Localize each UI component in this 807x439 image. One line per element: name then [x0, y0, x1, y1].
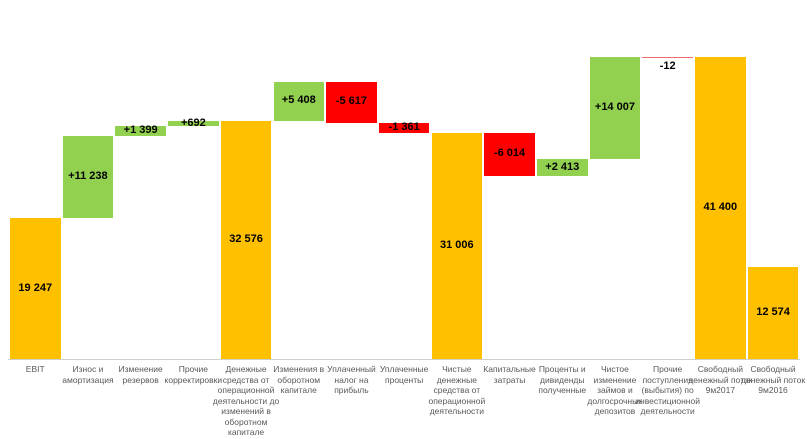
waterfall-bar-decrease — [326, 81, 377, 123]
waterfall-bar-total — [220, 121, 272, 359]
x-axis-category-label: Уплаченные проценты — [379, 364, 429, 385]
waterfall-bar-total — [747, 267, 799, 359]
waterfall-bar-decrease — [484, 132, 535, 177]
x-axis-category-label: Изменение резервов — [118, 364, 163, 385]
x-axis-line — [8, 359, 800, 360]
x-axis-category-label: Прочие поступления (выбытия) по инвестиц… — [635, 364, 700, 416]
waterfall-bar-increase — [589, 56, 641, 159]
bar-value-label: 19 247 — [18, 281, 53, 294]
x-axis-category-label: Проценты и дивиденды полученные — [538, 364, 587, 395]
bar-value-label: +2 413 — [545, 160, 580, 173]
bar-value-label: 32 576 — [229, 233, 263, 246]
bar-value-label: -12 — [659, 60, 676, 73]
x-axis-category-label: Свободный денежный поток 9м2017 — [688, 364, 753, 395]
waterfall-bar-total — [431, 132, 483, 359]
waterfall-bar-increase — [62, 136, 114, 219]
bar-value-label: 41 400 — [703, 200, 738, 213]
waterfall-bar-increase — [537, 158, 588, 177]
bar-value-label: +1 399 — [123, 124, 158, 137]
bar-value-label: +5 408 — [281, 94, 316, 107]
waterfall-bar-total — [695, 56, 746, 359]
x-axis-category-label: Денежные средства от операционной деятел… — [212, 364, 280, 437]
x-axis-category-label: Износ и амортизация — [62, 364, 114, 385]
x-axis-category-label: Уплаченный налог на прибыль — [327, 364, 376, 395]
waterfall-bar-total — [10, 218, 61, 359]
bar-value-label: -5 617 — [335, 95, 368, 108]
x-axis-category-label: Изменения в оборотном капитале — [273, 364, 325, 395]
x-axis-category-label: Прочие корректировки — [164, 364, 223, 385]
x-axis-category-label: Чистое изменение займов и долгосрочных д… — [587, 364, 643, 416]
waterfall-bar-increase — [168, 121, 219, 127]
x-axis-category-label: Свободный денежный поток 9м2016 — [741, 364, 806, 395]
waterfall-bar-increase — [273, 81, 324, 122]
bar-value-label: +14 007 — [594, 100, 635, 113]
bar-value-label: 12 574 — [756, 306, 790, 319]
bar-value-label: 31 006 — [440, 238, 474, 251]
waterfall-bar-decrease — [378, 122, 430, 133]
waterfall-bar-decrease — [642, 56, 693, 59]
bar-value-label: +11 238 — [68, 170, 108, 183]
waterfall-bar-increase — [115, 126, 166, 137]
bar-value-label: -1 361 — [388, 120, 420, 133]
bar-value-label: -6 014 — [493, 147, 526, 160]
x-axis-category-label: EBIT — [25, 364, 45, 374]
bar-value-label: +692 — [180, 116, 206, 129]
x-axis-category-label: Капитальные затраты — [483, 364, 536, 385]
x-axis-category-label: Чистые денежные средства от операционной… — [428, 364, 486, 416]
